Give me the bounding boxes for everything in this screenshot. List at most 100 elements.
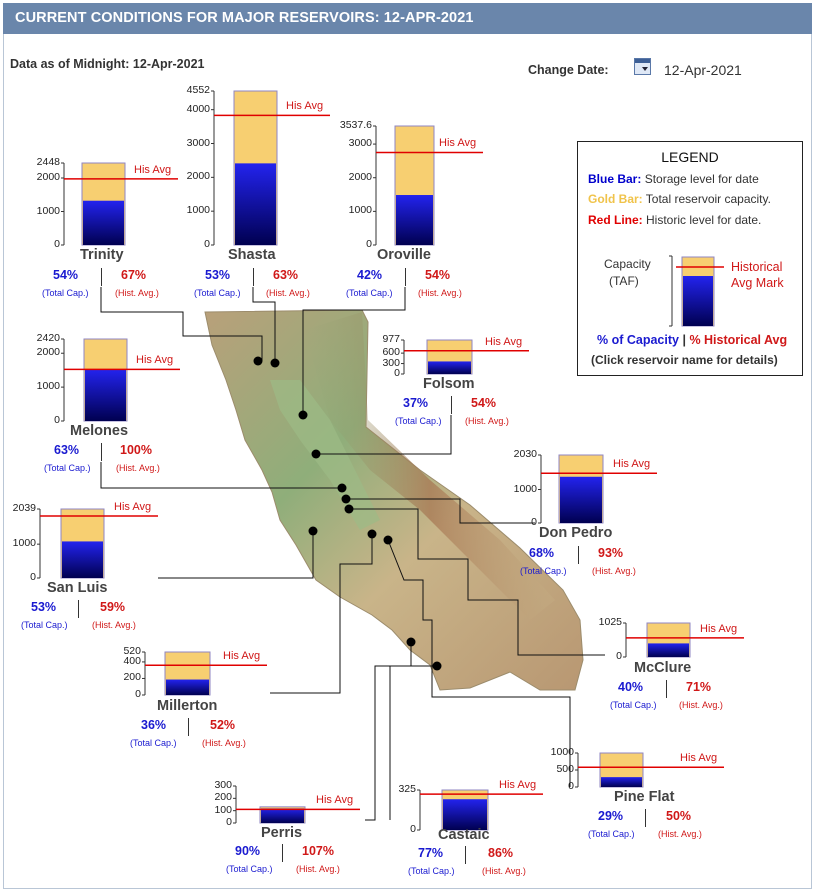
tick-label-melones: 2000: [36, 346, 60, 359]
connector-millerton: [270, 534, 373, 694]
legend-pct-hist: % Historical Avg: [689, 333, 788, 347]
total-cap-label-trinity: (Total Cap.): [42, 288, 89, 298]
reservoir-name-shasta[interactable]: Shasta: [228, 247, 276, 263]
tick-label-shasta: 4000: [186, 102, 210, 115]
legend-blue-text: Storage level for date: [644, 172, 759, 186]
divider-folsom: [451, 396, 452, 414]
pct-capacity-san-luis: 53%: [31, 600, 57, 614]
legend-red-text: Historic level for date.: [646, 213, 762, 227]
page-title: CURRENT CONDITIONS FOR MAJOR RESERVOIRS:…: [15, 10, 474, 26]
his-avg-label-pine-flat: His Avg: [680, 752, 718, 765]
his-avg-label-castaic: His Avg: [499, 779, 537, 792]
hist-avg-small-label-millerton: (Hist. Avg.): [202, 738, 246, 748]
tick-label-shasta: 1000: [186, 204, 210, 217]
total-cap-label-castaic: (Total Cap.): [408, 866, 455, 876]
connector-perris: [365, 642, 412, 821]
tick-label-folsom: 977: [382, 333, 400, 345]
reservoir-name-don-pedro[interactable]: Don Pedro: [539, 525, 613, 541]
pct-hist-castaic: 86%: [488, 846, 514, 860]
reservoir-name-mcclure[interactable]: McClure: [634, 660, 692, 676]
hist-avg-small-label-pine-flat: (Hist. Avg.): [658, 829, 702, 839]
tick-label-folsom: 0: [394, 367, 400, 379]
date-value[interactable]: 12-Apr-2021: [664, 62, 742, 78]
tick-label-millerton: 400: [123, 654, 141, 667]
hist-avg-small-label-oroville: (Hist. Avg.): [418, 288, 462, 298]
divider-san-luis: [78, 600, 79, 618]
tick-label-melones: 1000: [36, 380, 60, 393]
legend-historical-1: Historical: [731, 260, 783, 274]
tick-label-castaic: 0: [410, 823, 416, 835]
his-avg-label-mcclure: His Avg: [700, 622, 738, 635]
pct-hist-don-pedro: 93%: [598, 546, 624, 560]
tick-label-pine-flat: 0: [568, 780, 574, 792]
legend-box: LEGEND Blue Bar: Storage level for date …: [577, 141, 803, 376]
tick-label-melones: 0: [54, 414, 60, 426]
tick-label-trinity: 1000: [36, 204, 60, 217]
his-avg-label-san-luis: His Avg: [114, 501, 152, 513]
legend-click-note: (Click reservoir name for details): [591, 353, 778, 367]
reservoir-name-castaic[interactable]: Castaic: [438, 827, 490, 843]
tick-label-oroville: 0: [366, 238, 372, 250]
legend-gold-text: Total reservoir capacity.: [645, 192, 771, 206]
connector-don-pedro: [346, 498, 535, 524]
reservoir-name-millerton[interactable]: Millerton: [157, 698, 218, 714]
legend-capacity-label-2: (TAF): [609, 274, 639, 288]
his-avg-label-millerton: His Avg: [223, 650, 261, 663]
location-dot-millerton: [367, 529, 377, 539]
reservoir-name-san-luis[interactable]: San Luis: [47, 580, 108, 596]
pct-capacity-don-pedro: 68%: [529, 546, 555, 560]
tick-label-san-luis: 2039: [12, 502, 36, 514]
legend-pct-divider: |: [682, 333, 686, 347]
reservoir-name-oroville[interactable]: Oroville: [377, 247, 431, 263]
location-dot-folsom: [311, 449, 321, 459]
tick-label-san-luis: 1000: [12, 537, 36, 550]
total-cap-label-don-pedro: (Total Cap.): [520, 566, 567, 576]
divider-perris: [282, 844, 283, 862]
tick-label-mcclure: 0: [616, 650, 622, 662]
pct-hist-perris: 107%: [302, 844, 334, 858]
reservoir-name-pine-flat[interactable]: Pine Flat: [614, 789, 675, 805]
hist-avg-small-label-melones: (Hist. Avg.): [116, 463, 160, 473]
connector-melones: [100, 462, 342, 489]
pct-capacity-shasta: 53%: [205, 268, 231, 282]
pct-hist-san-luis: 59%: [100, 600, 126, 614]
pct-hist-pine-flat: 50%: [666, 809, 692, 823]
total-cap-label-perris: (Total Cap.): [226, 864, 273, 874]
location-dot-pine-flat: [383, 535, 393, 545]
tick-label-mcclure: 1025: [598, 616, 622, 628]
tick-label-perris: 300: [214, 779, 232, 791]
reservoir-name-perris[interactable]: Perris: [261, 825, 303, 841]
pct-hist-folsom: 54%: [471, 396, 497, 410]
tick-label-don-pedro: 2030: [513, 448, 537, 460]
hist-avg-small-label-san-luis: (Hist. Avg.): [92, 620, 136, 630]
calendar-icon[interactable]: [634, 58, 651, 75]
pct-capacity-perris: 90%: [235, 844, 261, 858]
pct-capacity-folsom: 37%: [403, 396, 429, 410]
his-avg-label-melones: His Avg: [136, 354, 174, 367]
connector-oroville: [302, 287, 406, 415]
tick-label-oroville: 3537.6: [339, 119, 372, 131]
divider-shasta: [253, 268, 254, 286]
tick-label-millerton: 520: [123, 645, 141, 657]
page-header: CURRENT CONDITIONS FOR MAJOR RESERVOIRS:…: [3, 3, 812, 34]
tick-label-folsom: 300: [382, 356, 400, 369]
divider-millerton: [188, 718, 189, 736]
hist-avg-small-label-castaic: (Hist. Avg.): [482, 866, 526, 876]
tick-label-oroville: 2000: [348, 170, 372, 183]
location-dot-don-pedro: [341, 494, 351, 504]
hist-avg-small-label-trinity: (Hist. Avg.): [115, 288, 159, 298]
reservoir-name-trinity[interactable]: Trinity: [80, 247, 124, 263]
reservoir-name-melones[interactable]: Melones: [70, 423, 129, 439]
reservoir-name-folsom[interactable]: Folsom: [423, 376, 475, 392]
total-cap-label-melones: (Total Cap.): [44, 463, 91, 473]
legend-pct-capacity: % of Capacity: [597, 333, 679, 347]
connector-san-luis: [158, 531, 314, 579]
pct-hist-millerton: 52%: [210, 718, 236, 732]
legend-title: LEGEND: [661, 149, 719, 165]
location-dot-shasta: [270, 358, 280, 368]
connector-folsom: [316, 415, 452, 455]
tick-label-trinity: 2448: [36, 156, 60, 168]
location-dot-oroville: [298, 410, 308, 420]
pct-capacity-trinity: 54%: [53, 268, 79, 282]
change-date-label: Change Date:: [528, 63, 609, 77]
